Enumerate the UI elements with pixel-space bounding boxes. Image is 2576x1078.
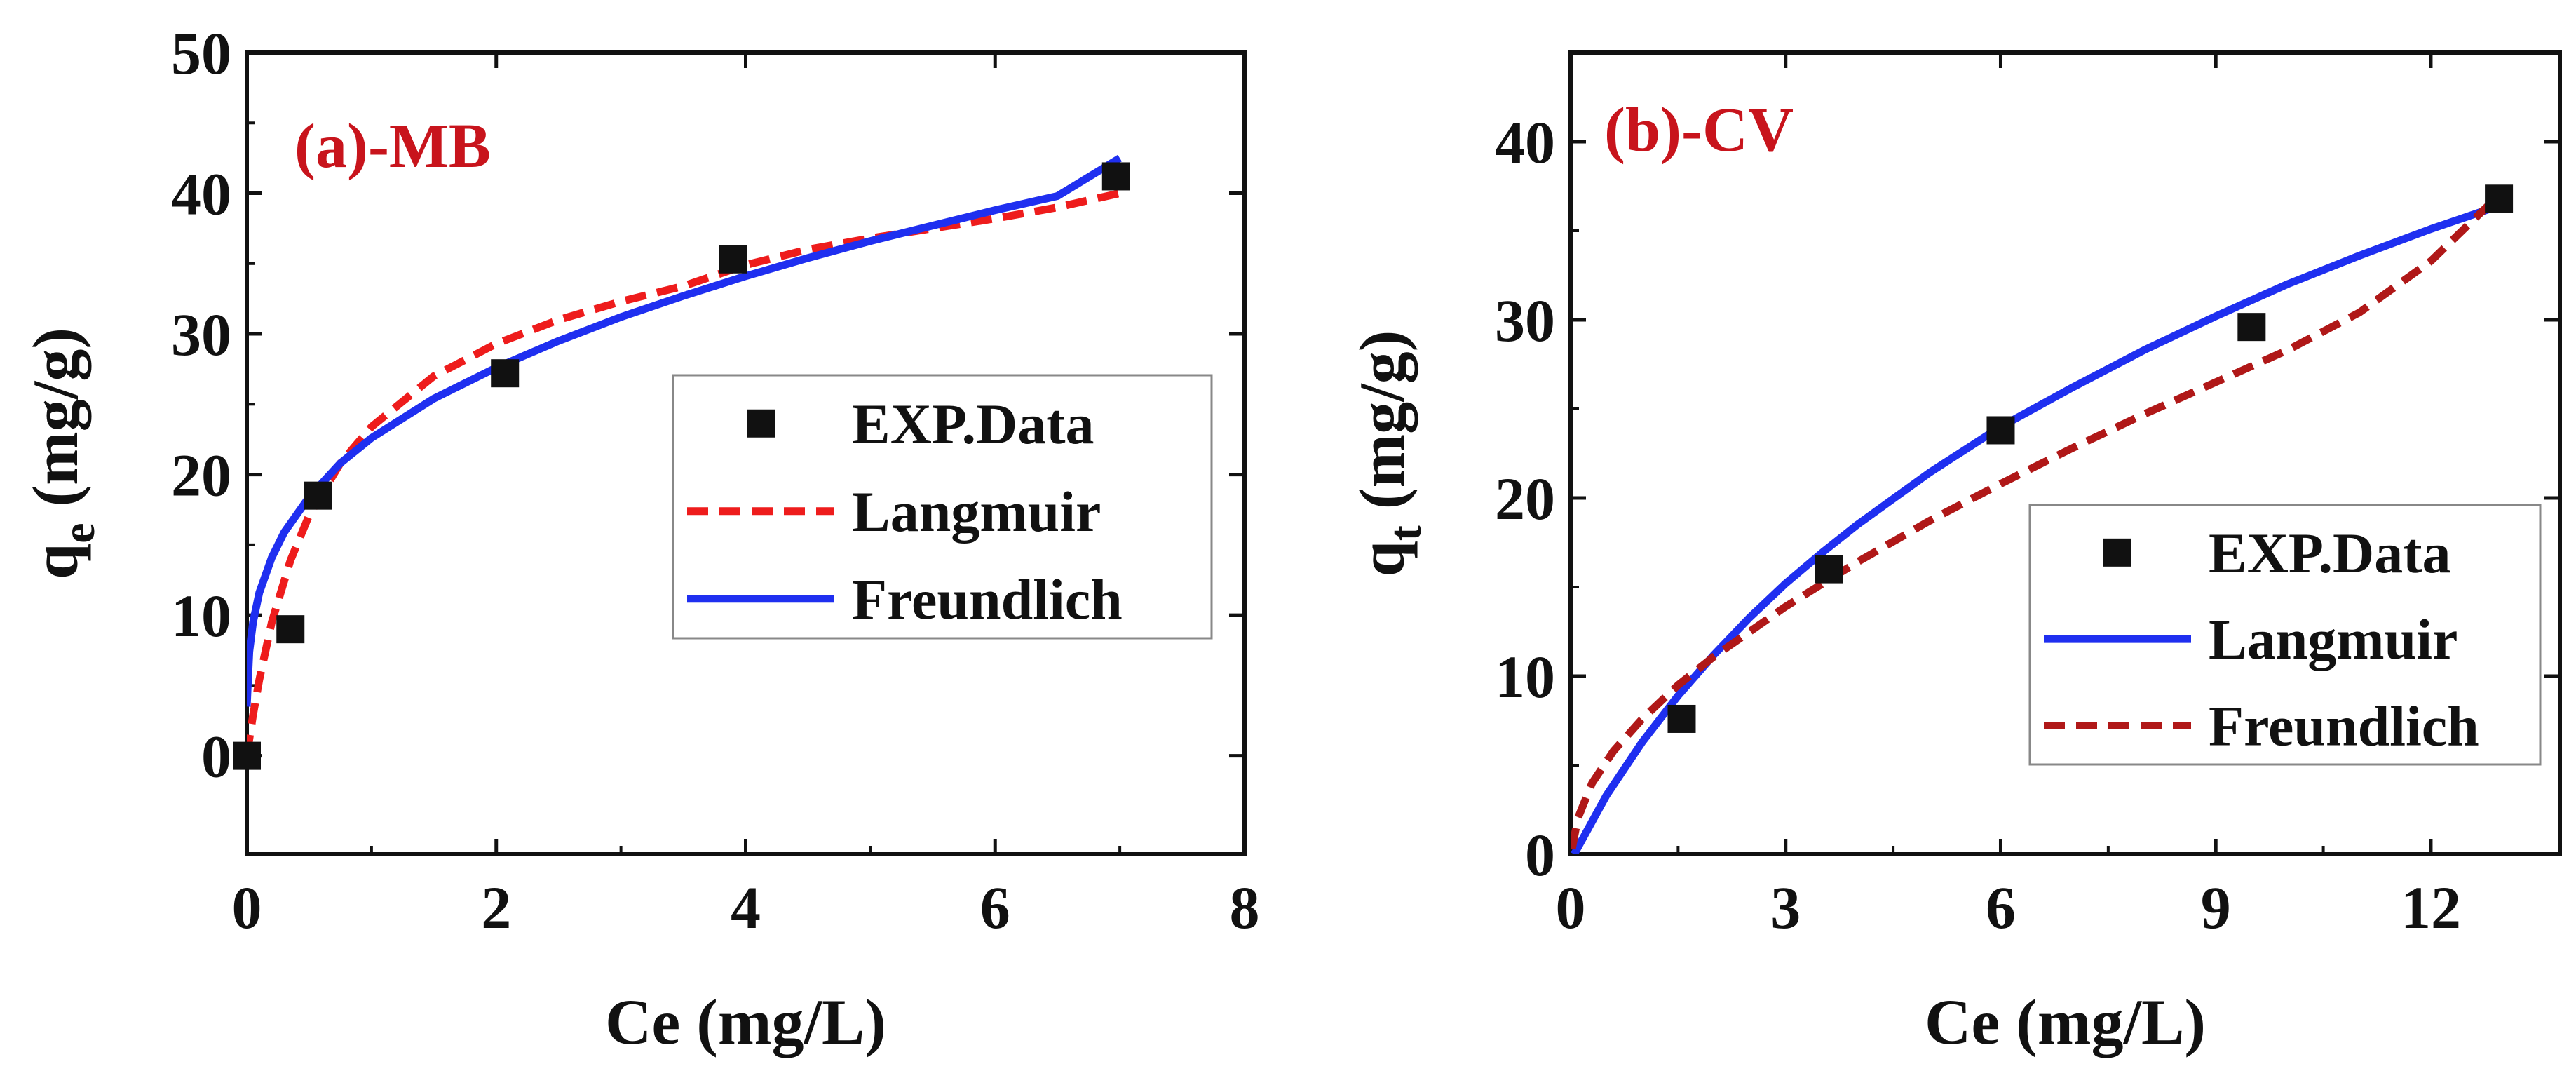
y-tick-label-a: 30	[171, 301, 231, 368]
x-axis-title-b: Ce (mg/L)	[1925, 986, 2206, 1058]
x-tick-label-a: 0	[232, 874, 262, 941]
y-tick-label-b: 0	[1525, 821, 1555, 889]
x-axis-title-a: Ce (mg/L)	[605, 986, 886, 1058]
chart-panel-b: 0 3 6 9 12 0 10 20 30 40 Ce (mg/L) qt (mg/g) (b)-CV E…	[1346, 50, 2562, 1058]
x-tick-label-b: 3	[1770, 874, 1801, 941]
panel-label-b: (b)-CV	[1604, 95, 1794, 165]
y-axis-title-unit-b: (mg/g)	[1346, 330, 1418, 525]
y-tick-label-a: 40	[171, 161, 231, 228]
y-axis-title-sub-a: e	[53, 523, 104, 544]
y-axis-title-unit-a: (mg/g)	[20, 328, 91, 523]
data-point-b	[2237, 313, 2266, 342]
x-tick-label-a: 2	[481, 874, 511, 941]
series-line-langmuir-b	[1571, 202, 2500, 854]
y-tick-label-b: 30	[1495, 287, 1555, 354]
x-tick-label-a: 6	[980, 874, 1010, 941]
data-point-a	[276, 615, 305, 644]
data-point-a	[233, 741, 261, 770]
data-point-b	[1815, 555, 1843, 584]
data-point-b	[1667, 704, 1696, 733]
y-axis-title-a: qe (mg/g)	[20, 328, 104, 579]
legend-marker-exp-data-b	[2103, 538, 2131, 567]
y-axis-title-sub-b: t	[1380, 525, 1431, 541]
y-tick-label-a: 20	[171, 442, 231, 509]
data-point-a	[491, 359, 520, 388]
data-point-a	[1101, 162, 1130, 191]
data-point-a	[719, 245, 747, 274]
legend-marker-exp-data-a	[747, 409, 775, 438]
y-tick-label-b: 40	[1495, 109, 1555, 176]
series-line-freundlich-b	[1571, 192, 2502, 850]
y-tick-label-a: 10	[171, 582, 231, 649]
legend-label-langmuir-a: Langmuir	[852, 480, 1101, 544]
y-axis-title-base-a: q	[20, 544, 91, 579]
legend-label-freundlich-b: Freundlich	[2209, 694, 2479, 758]
legend-label-langmuir-b: Langmuir	[2209, 607, 2458, 671]
plot-frame-b	[1568, 50, 2562, 856]
y-axis-title-base-b: q	[1346, 541, 1418, 577]
legend-label-freundlich-a: Freundlich	[852, 567, 1123, 631]
data-point-b	[1986, 416, 2015, 445]
x-tick-label-a: 8	[1230, 874, 1260, 941]
legend-label-exp-data-a: EXP.Data	[852, 392, 1094, 456]
legend-label-exp-data-b: EXP.Data	[2209, 521, 2451, 585]
x-tick-label-a: 4	[731, 874, 761, 941]
chart-panel-a: 0 2 4 6 8 0 10 20 30 40 50 Ce (mg/L) qe (mg/g) (a)-MB…	[20, 20, 1260, 1058]
data-point-b	[2485, 184, 2514, 213]
legend-box-a	[672, 374, 1213, 640]
y-axis-title-b: qt (mg/g)	[1346, 330, 1431, 577]
x-tick-label-b: 0	[1556, 874, 1586, 941]
y-tick-label-a: 50	[171, 20, 231, 87]
panel-label-a: (a)-MB	[294, 112, 491, 181]
x-tick-label-b: 9	[2201, 874, 2231, 941]
y-tick-label-b: 10	[1495, 643, 1555, 710]
y-tick-label-b: 20	[1495, 465, 1555, 532]
x-tick-label-b: 12	[2401, 874, 2461, 941]
y-tick-label-a: 0	[201, 723, 231, 790]
data-point-a	[304, 481, 332, 510]
x-tick-label-b: 6	[1986, 874, 2016, 941]
